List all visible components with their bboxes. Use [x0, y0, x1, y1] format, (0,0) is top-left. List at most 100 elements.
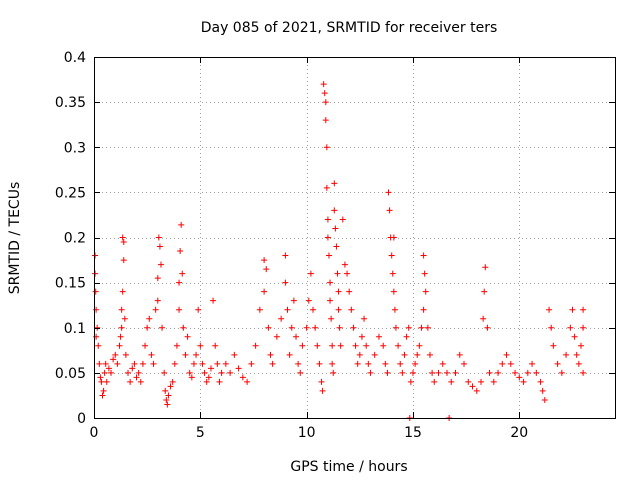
- data-point: [129, 365, 136, 372]
- data-point: [403, 333, 410, 340]
- y-tick-label: 0.05: [55, 366, 86, 382]
- data-point: [329, 342, 336, 349]
- data-point: [165, 392, 172, 399]
- data-point: [346, 288, 353, 295]
- data-point: [188, 374, 195, 381]
- data-point: [529, 360, 536, 367]
- data-point: [312, 324, 319, 331]
- data-point: [575, 360, 582, 367]
- data-point: [92, 270, 99, 277]
- data-point: [331, 207, 338, 214]
- data-point: [444, 369, 451, 376]
- data-point: [203, 378, 210, 385]
- data-point: [336, 324, 343, 331]
- data-point: [146, 315, 153, 322]
- data-point: [120, 257, 127, 264]
- data-point: [239, 374, 246, 381]
- data-point: [573, 351, 580, 358]
- data-point: [465, 378, 472, 385]
- y-tick-label: 0.3: [64, 140, 86, 156]
- data-point: [507, 360, 514, 367]
- data-point: [395, 342, 402, 349]
- data-point: [481, 288, 488, 295]
- data-point: [344, 270, 351, 277]
- data-point: [524, 369, 531, 376]
- data-point: [323, 144, 330, 151]
- data-point: [546, 306, 553, 313]
- data-point: [169, 378, 176, 385]
- data-point: [322, 99, 329, 106]
- data-point: [324, 234, 331, 241]
- data-point: [335, 306, 342, 313]
- data-point: [114, 360, 121, 367]
- data-point: [102, 360, 109, 367]
- data-point: [405, 324, 412, 331]
- data-point: [333, 243, 340, 250]
- data-point: [448, 378, 455, 385]
- x-tick-label: 10: [298, 425, 316, 441]
- data-point: [218, 369, 225, 376]
- data-point: [354, 360, 361, 367]
- data-point: [429, 369, 436, 376]
- data-point: [293, 333, 300, 340]
- data-point: [399, 369, 406, 376]
- data-point: [371, 351, 378, 358]
- data-point: [580, 324, 587, 331]
- y-tick-label: 0.4: [64, 50, 86, 66]
- data-point: [456, 351, 463, 358]
- data-point: [332, 225, 339, 232]
- data-point: [295, 360, 302, 367]
- data-point: [119, 288, 126, 295]
- data-point: [486, 369, 493, 376]
- data-point: [375, 333, 382, 340]
- data-point: [316, 360, 323, 367]
- data-point: [412, 360, 419, 367]
- tick-labels: 0 5 10 15 20 0 0.05 0.1 0.15 0.2 0.25 0.3 0.35 0.4: [55, 50, 528, 441]
- data-point: [414, 351, 421, 358]
- data-point: [199, 360, 206, 367]
- data-point: [558, 369, 565, 376]
- y-tick-label: 0.1: [64, 321, 86, 337]
- data-point: [135, 369, 142, 376]
- data-point: [334, 270, 341, 277]
- x-tick-label: 5: [196, 425, 205, 441]
- data-point: [101, 369, 108, 376]
- data-point: [495, 369, 502, 376]
- chart-title: Day 085 of 2021, SRMTID for receiver ter…: [201, 20, 498, 36]
- data-point: [361, 315, 368, 322]
- data-point: [435, 369, 442, 376]
- data-point: [420, 252, 427, 259]
- data-point: [122, 351, 129, 358]
- data-point: [159, 324, 166, 331]
- data-point: [314, 342, 321, 349]
- data-point: [392, 324, 399, 331]
- data-point: [386, 207, 393, 214]
- data-point: [389, 270, 396, 277]
- data-point: [197, 342, 204, 349]
- y-tick-label: 0.15: [55, 276, 86, 292]
- data-point: [397, 360, 404, 367]
- data-point: [186, 369, 193, 376]
- data-point: [152, 306, 159, 313]
- data-point: [580, 306, 587, 313]
- grid: [94, 57, 615, 418]
- data-point: [356, 351, 363, 358]
- data-point: [424, 324, 431, 331]
- data-point: [182, 351, 189, 358]
- data-point: [352, 342, 359, 349]
- data-point: [516, 374, 523, 381]
- data-point: [431, 378, 438, 385]
- data-point: [363, 342, 370, 349]
- data-point: [473, 387, 480, 394]
- data-point: [320, 81, 327, 88]
- data-point: [512, 369, 519, 376]
- data-point: [282, 252, 289, 259]
- data-points: [92, 81, 587, 421]
- y-tick-label: 0: [77, 411, 86, 427]
- data-point: [307, 270, 314, 277]
- data-point: [210, 297, 217, 304]
- data-point: [390, 234, 397, 241]
- x-tick-label: 20: [510, 425, 528, 441]
- data-point: [422, 288, 429, 295]
